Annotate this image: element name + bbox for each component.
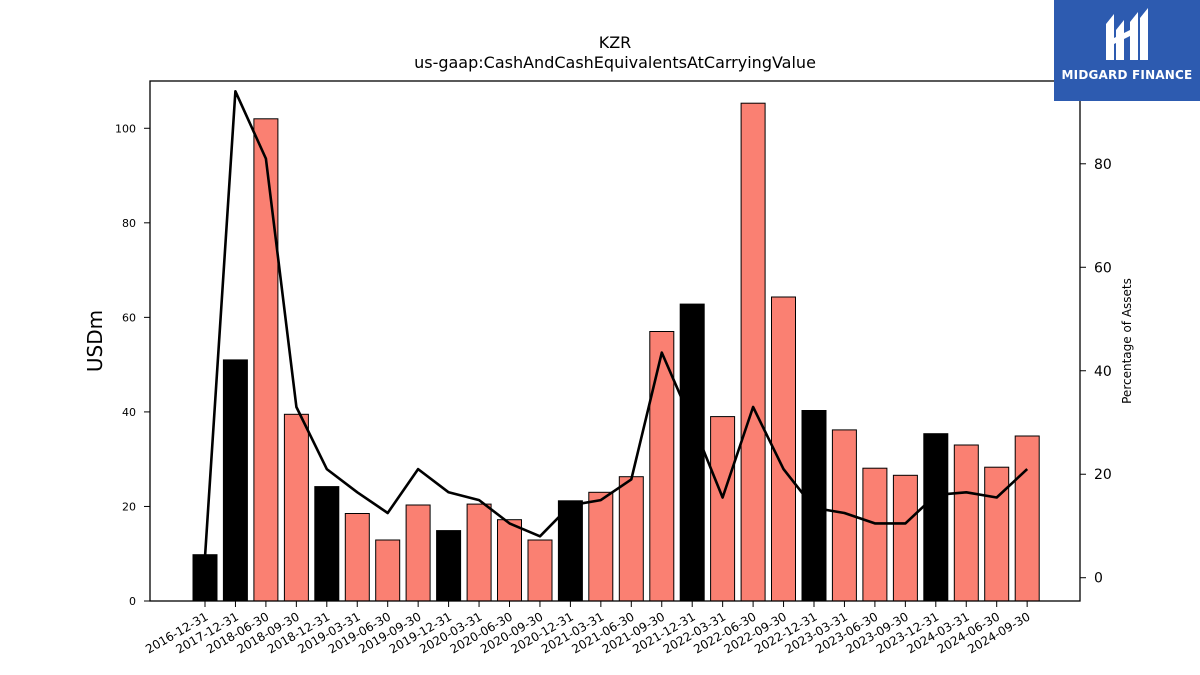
y-tick-label: 80 (122, 217, 136, 230)
y-axis-right: 0 20 40 60 80 (1080, 157, 1112, 587)
bar-2021-12-31 (679, 303, 705, 602)
bar-2018-09-30 (283, 413, 309, 602)
y2-tick-label: 40 (1094, 364, 1112, 380)
bar-2017-12-31 (222, 359, 248, 602)
y-tick-label: 60 (122, 311, 136, 324)
mf-monogram-icon (1106, 8, 1148, 60)
y2-tick-label: 20 (1094, 467, 1112, 483)
bar-2019-06-30 (375, 539, 401, 602)
bar-2016-12-31 (192, 554, 218, 602)
bar-2023-09-30 (892, 474, 918, 602)
bar-2021-09-30 (649, 331, 675, 602)
bar-2019-03-31 (344, 513, 370, 602)
y2-axis-label: Percentage of Assets (1120, 278, 1134, 404)
bar-2019-12-31 (436, 530, 462, 602)
bar-2022-03-31 (710, 416, 736, 602)
bar-group (192, 102, 1040, 602)
bar-2020-06-30 (497, 519, 522, 602)
bar-2023-06-30 (862, 467, 888, 602)
plot-frame (149, 80, 1081, 602)
y2-tick-label: 80 (1094, 157, 1112, 173)
x-axis: 2016-12-312017-12-312018-06-302018-09-30… (143, 601, 1033, 656)
line-group (203, 90, 1029, 558)
y-axis-label: USDm (83, 310, 107, 372)
percentage-line (203, 90, 1029, 558)
bar-2020-12-31 (557, 500, 583, 602)
bar-2020-09-30 (527, 539, 553, 602)
bar-2022-09-30 (771, 296, 796, 602)
bar-2020-03-31 (466, 503, 492, 602)
y-axis-left: 0 20 40 60 80 100 (115, 122, 150, 608)
bar-2019-09-30 (405, 504, 431, 602)
y-tick-label: 20 (122, 500, 136, 513)
bar-2022-06-30 (740, 102, 766, 602)
logo: MIDGARD FINANCE (1054, 0, 1200, 101)
bar-2018-06-30 (253, 118, 279, 602)
y2-tick-label: 60 (1094, 260, 1112, 276)
bar-2023-12-31 (923, 433, 949, 602)
bar-2021-06-30 (618, 476, 644, 602)
y-tick-label: 0 (129, 595, 136, 608)
bar-2018-12-31 (314, 486, 340, 602)
y-tick-label: 100 (115, 122, 136, 135)
bar-2024-06-30 (984, 466, 1010, 602)
bar-2024-03-31 (953, 444, 979, 602)
logo-text: MIDGARD FINANCE (1061, 68, 1193, 82)
y-tick-label: 40 (122, 406, 136, 419)
bar-2022-12-31 (801, 410, 827, 602)
y2-tick-label: 0 (1094, 571, 1103, 587)
chart-subtitle: us-gaap:CashAndCashEquivalentsAtCarrying… (414, 53, 816, 72)
chart-title: KZR (599, 33, 632, 52)
bar-2024-09-30 (1014, 435, 1040, 602)
bar-2021-03-31 (588, 491, 614, 602)
